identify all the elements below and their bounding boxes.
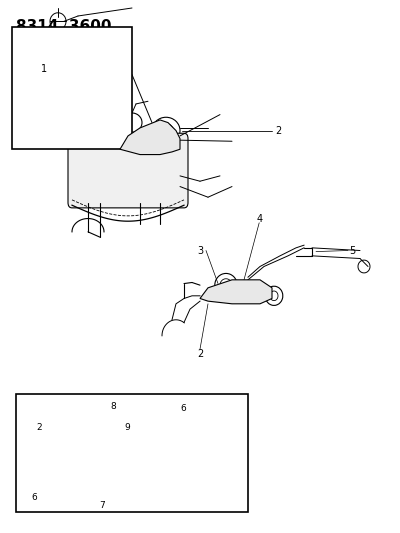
Text: 4: 4	[257, 214, 263, 223]
Text: 6: 6	[32, 493, 38, 502]
Text: 7: 7	[99, 502, 105, 510]
Text: 6: 6	[180, 404, 186, 413]
FancyBboxPatch shape	[68, 133, 188, 208]
Bar	[16, 394, 248, 512]
Text: 2: 2	[275, 126, 281, 135]
Polygon shape	[72, 418, 136, 469]
Text: 9: 9	[124, 423, 130, 432]
Text: 2: 2	[197, 350, 203, 359]
Text: 8314  3600: 8314 3600	[16, 19, 112, 34]
Text: 1: 1	[41, 64, 47, 74]
Polygon shape	[200, 280, 272, 304]
Text: 2: 2	[36, 423, 42, 432]
Text: 8: 8	[110, 402, 116, 410]
Text: 5: 5	[349, 246, 355, 255]
Bar	[12, 27, 132, 149]
Text: 3: 3	[197, 246, 203, 255]
Polygon shape	[120, 120, 180, 155]
